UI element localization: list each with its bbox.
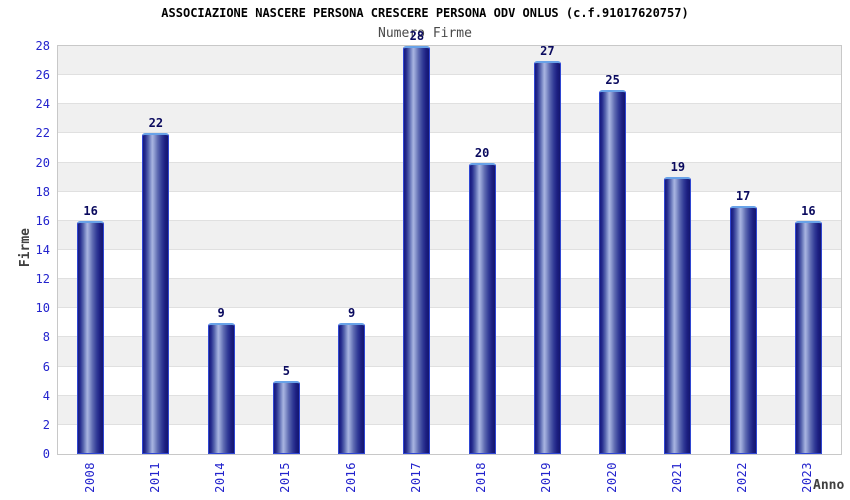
bar-value-label: 9 xyxy=(348,305,356,320)
plot-band xyxy=(58,133,841,163)
gridline xyxy=(58,249,841,250)
x-axis-title: Anno xyxy=(813,478,845,493)
gridline xyxy=(58,161,841,163)
plot-band xyxy=(58,308,841,338)
x-tick-label: 2016 xyxy=(343,462,358,493)
y-tick-label: 26 xyxy=(35,68,50,83)
y-tick-label: 24 xyxy=(35,97,50,112)
chart-title: ASSOCIAZIONE NASCERE PERSONA CRESCERE PE… xyxy=(161,6,689,20)
gridline xyxy=(58,132,841,134)
gridline xyxy=(58,394,841,396)
bar-value-label: 25 xyxy=(605,72,620,87)
gridline xyxy=(58,74,841,76)
bar-2018 xyxy=(468,162,496,454)
x-tick-label: 2020 xyxy=(604,462,619,493)
gridline xyxy=(58,278,841,280)
bar-value-label: 19 xyxy=(670,160,686,175)
bar-value-label: 28 xyxy=(409,29,425,43)
bar-2016 xyxy=(338,322,366,454)
plot-band xyxy=(58,395,841,425)
gridline xyxy=(58,190,841,192)
bar-2019 xyxy=(533,60,561,454)
y-tick-label: 2 xyxy=(42,417,50,432)
chart-subtitle: Numero Firme xyxy=(378,26,472,41)
y-tick-label: 6 xyxy=(42,359,50,374)
bar-2017 xyxy=(403,46,431,454)
plot-band xyxy=(58,366,841,396)
plot-band xyxy=(58,337,841,367)
plot-band xyxy=(58,220,841,250)
bar-2021 xyxy=(664,177,692,454)
plot-band xyxy=(58,75,841,105)
y-tick-label: 0 xyxy=(42,447,50,461)
bar-2014 xyxy=(207,322,235,454)
gridline xyxy=(58,219,841,221)
y-tick-label: 20 xyxy=(35,155,50,170)
bar-2020 xyxy=(599,89,627,454)
y-tick-label: 14 xyxy=(35,243,50,257)
bar-value-label: 16 xyxy=(83,203,98,218)
y-tick-label: 16 xyxy=(35,213,50,228)
plot-band xyxy=(58,424,841,454)
y-tick-label: 10 xyxy=(35,301,50,316)
gridline xyxy=(58,307,841,309)
plot-band xyxy=(58,250,841,280)
plot-band xyxy=(58,191,841,221)
bar-2022 xyxy=(729,206,757,454)
y-tick-label: 18 xyxy=(35,184,50,199)
x-tick-label: 2014 xyxy=(213,462,228,493)
bar-value-label: 16 xyxy=(801,203,816,218)
bar-2008 xyxy=(77,220,105,454)
plot-area: 16 22 9 5 9 28 20 27 25 19 17 16 xyxy=(57,29,842,455)
plot-band xyxy=(58,104,841,134)
bar-value-label: 5 xyxy=(282,364,290,379)
plot-band xyxy=(58,162,841,192)
x-tick-label: 2022 xyxy=(735,462,750,493)
bar-value-label: 22 xyxy=(148,116,164,131)
x-tick-label: 2018 xyxy=(474,462,489,493)
y-tick-label: 22 xyxy=(35,126,50,141)
y-tick-label: 12 xyxy=(35,272,50,287)
bar-value-label: 20 xyxy=(474,145,490,160)
bar-value-label: 9 xyxy=(217,305,225,320)
gridline xyxy=(58,103,841,105)
x-tick-label: 2011 xyxy=(147,462,162,493)
bar-2023 xyxy=(794,220,822,454)
gridline xyxy=(58,365,841,367)
bar-value-label: 27 xyxy=(540,43,555,58)
plot-band xyxy=(58,279,841,309)
x-tick-label: 2008 xyxy=(82,462,97,493)
bar-value-label: 17 xyxy=(735,189,751,204)
plot-band xyxy=(58,46,841,76)
y-tick-label: 8 xyxy=(42,330,50,345)
x-tick-label: 2017 xyxy=(408,462,423,493)
x-tick-label: 2021 xyxy=(669,462,684,493)
gridline xyxy=(58,336,841,338)
gridline xyxy=(58,423,841,425)
bar-2015 xyxy=(272,381,300,454)
y-tick-label: 4 xyxy=(42,388,50,403)
y-tick-label: 28 xyxy=(35,39,50,53)
bar-2011 xyxy=(142,133,170,454)
x-tick-label: 2015 xyxy=(278,462,293,493)
x-tick-label: 2019 xyxy=(539,462,554,493)
